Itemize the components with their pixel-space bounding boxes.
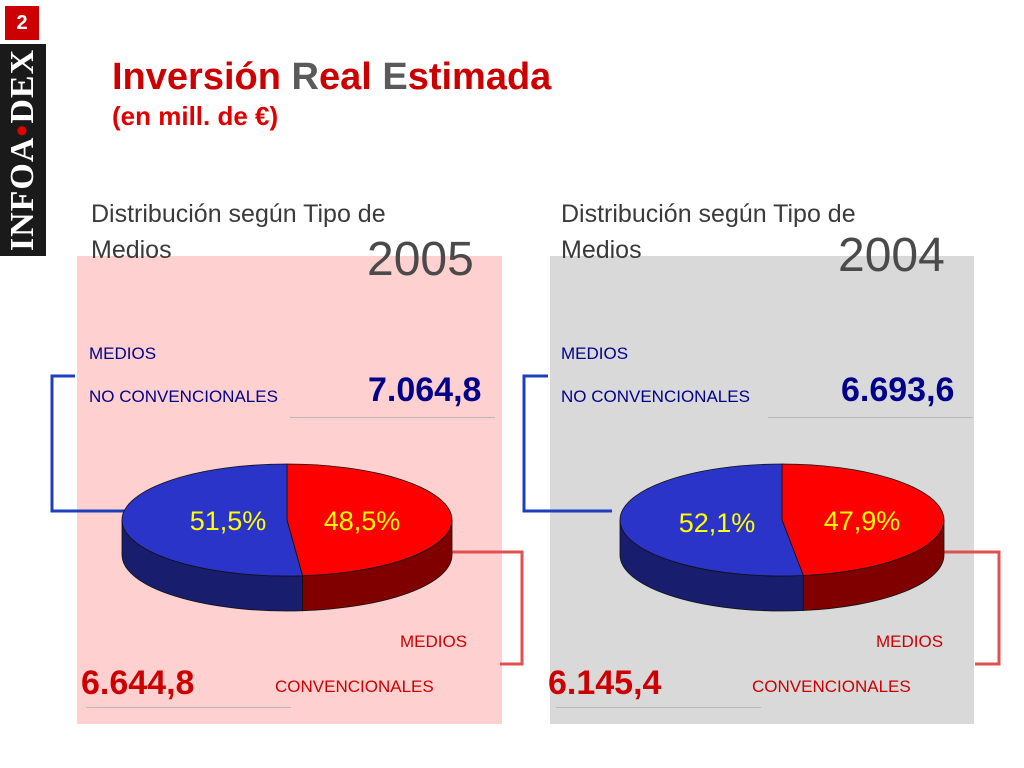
no-conv-label-line1: MEDIOS	[89, 344, 157, 363]
chart-heading-line1: Distribución según Tipo de	[561, 200, 856, 228]
divider	[290, 417, 495, 418]
brand-logo: INFOA•DEX	[0, 44, 46, 256]
conv-label-line1: MEDIOS	[876, 632, 944, 651]
divider	[556, 707, 761, 708]
conv-label-line1: MEDIOS	[400, 632, 468, 651]
pie-slice-no-conv	[619, 463, 804, 577]
page-title: Inversión Real Estimada	[112, 56, 551, 99]
conv-label-line2: CONVENCIONALES	[275, 677, 434, 696]
conv-bracket	[447, 550, 524, 666]
pie-label: 47,9%	[824, 506, 901, 536]
conv-value: 6.644,8	[81, 664, 195, 702]
chart-year: 2004	[838, 229, 945, 282]
pie-label: 48,5%	[324, 506, 401, 536]
pie-slice-no-conv	[121, 463, 304, 577]
pie-slice-conv	[286, 463, 453, 577]
no-conv-label-line1: MEDIOS	[561, 344, 629, 363]
divider	[768, 417, 973, 418]
no-conv-value: 7.064,8	[368, 371, 482, 409]
pie-label: 52,1%	[679, 508, 756, 538]
title-part: Inversión	[112, 56, 292, 98]
no-conv-label-line2: NO CONVENCIONALES	[89, 387, 278, 406]
chart-heading-line2: Medios	[561, 236, 642, 264]
pie-slice-conv	[781, 463, 945, 576]
title-part: stimada	[407, 56, 552, 98]
title-part: eal	[318, 56, 383, 98]
conv-bracket	[942, 550, 1001, 666]
no-conv-bracket	[50, 374, 125, 513]
chart-heading-line2: Medios	[91, 236, 172, 264]
conv-value: 6.145,4	[548, 664, 662, 702]
divider	[86, 707, 291, 708]
page-subtitle: (en mill. de €)	[112, 101, 279, 131]
chart-year: 2005	[367, 233, 474, 286]
pie-label: 51,5%	[190, 506, 267, 536]
no-conv-value: 6.693,6	[841, 371, 955, 409]
chart-heading-line1: Distribución según Tipo de	[91, 200, 386, 228]
slide-number: 2	[5, 6, 39, 40]
no-conv-bracket	[522, 374, 612, 513]
title-part: E	[382, 56, 408, 98]
no-conv-label-line2: NO CONVENCIONALES	[561, 387, 750, 406]
conv-label-line2: CONVENCIONALES	[752, 677, 911, 696]
title-part: R	[291, 56, 319, 98]
